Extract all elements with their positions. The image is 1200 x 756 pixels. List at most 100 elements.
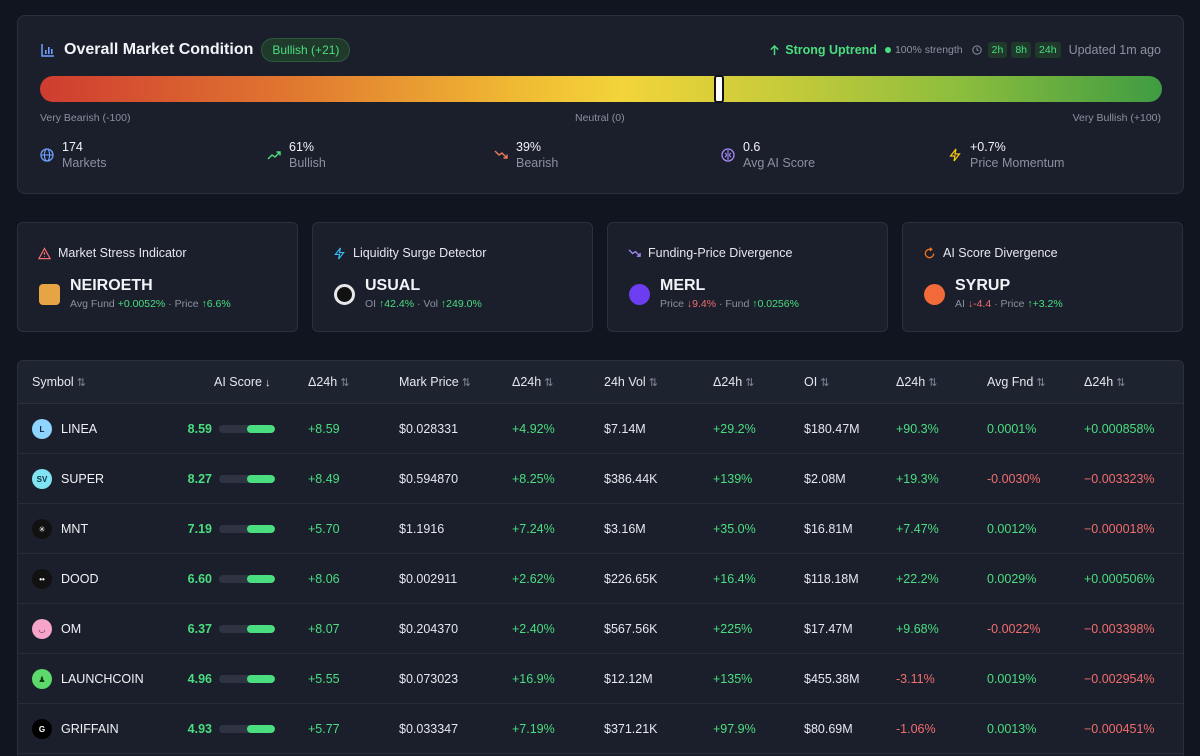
card-title: AI Score Divergence: [943, 246, 1058, 260]
symbol-name[interactable]: LINEA: [61, 422, 98, 436]
oi-cell: $17.47M: [804, 622, 853, 636]
ai-score-bar-fill: [247, 575, 275, 583]
stat-value: 0.6: [743, 140, 761, 154]
column-header-volume-delta[interactable]: Δ24h ⇅: [713, 361, 754, 404]
avg-funding-cell: 0.0019%: [987, 672, 1037, 686]
column-header-symbol[interactable]: Symbol ⇅: [32, 361, 86, 404]
oi-delta-cell: +19.3%: [896, 472, 939, 486]
card-detail: Price ↓9.4% · Fund ↑0.0256%: [660, 298, 799, 310]
symbol-name[interactable]: LAUNCHCOIN: [61, 672, 144, 686]
symbol-name[interactable]: MNT: [61, 522, 89, 536]
card-ai-score-divergence[interactable]: AI Score Divergence SYRUP AI ↓-4.4 · Pri…: [902, 222, 1183, 332]
detail-label: Price: [1000, 298, 1025, 310]
card-detail: Avg Fund +0.0052% · Price ↑6.6%: [70, 298, 231, 310]
ai-score-value: 4.96: [187, 672, 212, 686]
oi-delta-cell: +22.2%: [896, 572, 939, 586]
card-market-stress[interactable]: Market Stress Indicator NEIROETH Avg Fun…: [17, 222, 298, 332]
symbol-name[interactable]: GRIFFAIN: [61, 722, 119, 736]
detail-label: Vol: [423, 298, 438, 310]
detail-number: 6.6%: [206, 298, 231, 310]
detail-number: 0.0256%: [757, 298, 799, 310]
stat-label: Avg AI Score: [743, 156, 816, 170]
detail-number: 9.4%: [692, 298, 717, 310]
volume-cell: $386.44K: [604, 472, 658, 486]
volume-cell: $12.12M: [604, 672, 653, 686]
merl-logo-icon: [629, 284, 650, 305]
card-funding-price-divergence[interactable]: Funding-Price Divergence MERL Price ↓9.4…: [607, 222, 888, 332]
warning-icon: [38, 246, 51, 259]
table-row[interactable]: ✳ MNT 7.19 +5.70 $1.1916 +7.24% $3.16M +35.0% $1…: [18, 504, 1183, 554]
column-header-score-delta[interactable]: Δ24h ⇅: [308, 361, 349, 404]
table-row[interactable]: ♟ LAUNCHCOIN 4.96 +5.55 $0.073023 +16.9% $12.1…: [18, 654, 1183, 704]
column-header-avg-funding[interactable]: Avg Fnd ⇅: [987, 361, 1046, 404]
price-delta-cell: +7.24%: [512, 522, 555, 536]
detail-value: ↓-4.4: [968, 298, 991, 310]
arrow-up-icon: [770, 44, 779, 55]
table-row[interactable]: ◡ OM 6.37 +8.07 $0.204370 +2.40% $567.56K +225%…: [18, 604, 1183, 654]
table-row[interactable]: G GRIFFAIN 4.93 +5.77 $0.033347 +7.19% $371.21…: [18, 704, 1183, 754]
scale-label-bearish: Very Bearish (-100): [40, 112, 131, 124]
linea-logo-icon: L: [32, 419, 52, 439]
table-row[interactable]: L LINEA 8.59 +8.59 $0.028331 +4.92% $7.14M +29.…: [18, 404, 1183, 454]
oi-cell: $455.38M: [804, 672, 860, 686]
timeframe-2h-button[interactable]: 2h: [987, 42, 1008, 58]
card-liquidity-surge[interactable]: Liquidity Surge Detector USUAL OI ↑42.4%…: [312, 222, 593, 332]
column-header-funding-delta[interactable]: Δ24h ⇅: [1084, 361, 1125, 404]
oi-cell: $180.47M: [804, 422, 860, 436]
sort-icon: ⇅: [745, 377, 755, 389]
column-header-ai-score[interactable]: AI Score ↓: [214, 361, 270, 404]
launchcoin-logo-icon: ♟: [32, 669, 52, 689]
volume-delta-cell: +29.2%: [713, 422, 756, 436]
detail-label: Avg Fund: [70, 298, 115, 310]
mark-price-cell: $0.073023: [399, 672, 459, 686]
table-row[interactable]: SV SUPER 8.27 +8.49 $0.594870 +8.25% $386.44K +…: [18, 454, 1183, 504]
griffain-logo-icon: G: [32, 719, 52, 739]
column-header-volume[interactable]: 24h Vol ⇅: [604, 361, 658, 404]
market-condition-panel: Overall Market Condition Bullish (+21) S…: [17, 15, 1184, 194]
detail-arrow: ↑: [752, 298, 758, 310]
avg-funding-cell: 0.0029%: [987, 572, 1037, 586]
ai-score-value: 8.27: [187, 472, 212, 486]
ai-score-value: 8.59: [187, 422, 212, 436]
detail-arrow: ↑: [440, 298, 447, 310]
timeframe-8h-button[interactable]: 8h: [1011, 42, 1032, 58]
score-delta-cell: +5.55: [308, 672, 340, 686]
volume-delta-cell: +139%: [713, 472, 753, 486]
detail-arrow: ↑: [201, 298, 207, 310]
card-detail: AI ↓-4.4 · Price ↑+3.2%: [955, 298, 1063, 310]
symbol-name[interactable]: DOOD: [61, 572, 99, 586]
table-row[interactable]: •• DOOD 6.60 +8.06 $0.002911 +2.62% $226.65K +1…: [18, 554, 1183, 604]
detail-value: ↑0.0256%: [752, 298, 799, 310]
card-symbol: SYRUP: [955, 277, 1011, 294]
ai-score-bar: [219, 675, 275, 683]
volume-cell: $7.14M: [604, 422, 646, 436]
oi-cell: $16.81M: [804, 522, 853, 536]
funding-delta-cell: −0.000018%: [1084, 522, 1155, 536]
symbol-name[interactable]: SUPER: [61, 472, 105, 486]
column-header-mark-price[interactable]: Mark Price ⇅: [399, 361, 471, 404]
trend-label: Strong Uptrend: [785, 43, 877, 57]
stat-label: Price Momentum: [970, 156, 1065, 170]
column-header-price-delta[interactable]: Δ24h ⇅: [512, 361, 553, 404]
sort-icon: ⇅: [648, 377, 658, 389]
detail-value: ↑42.4%: [379, 298, 414, 310]
score-delta-cell: +8.49: [308, 472, 340, 486]
detail-label: Fund: [725, 298, 750, 310]
volume-cell: $567.56K: [604, 622, 658, 636]
ai-score-bar-fill: [247, 525, 275, 533]
sort-icon: ⇅: [544, 377, 554, 389]
timeframe-24h-button[interactable]: 24h: [1035, 42, 1061, 58]
oi-cell: $80.69M: [804, 722, 853, 736]
symbol-name[interactable]: OM: [61, 622, 82, 636]
column-header-oi-delta[interactable]: Δ24h ⇅: [896, 361, 937, 404]
price-delta-cell: +8.25%: [512, 472, 555, 486]
detail-label: Price: [174, 298, 199, 310]
card-symbol: USUAL: [365, 277, 421, 294]
column-header-oi[interactable]: OI ⇅: [804, 361, 829, 404]
detail-number: -4.4: [973, 298, 992, 310]
column-label: Δ24h: [512, 375, 542, 389]
funding-delta-cell: +0.000858%: [1084, 422, 1155, 436]
ai-score-bar-fill: [247, 475, 275, 483]
ai-score-bar: [219, 625, 275, 633]
neiroeth-logo-icon: [39, 284, 60, 305]
